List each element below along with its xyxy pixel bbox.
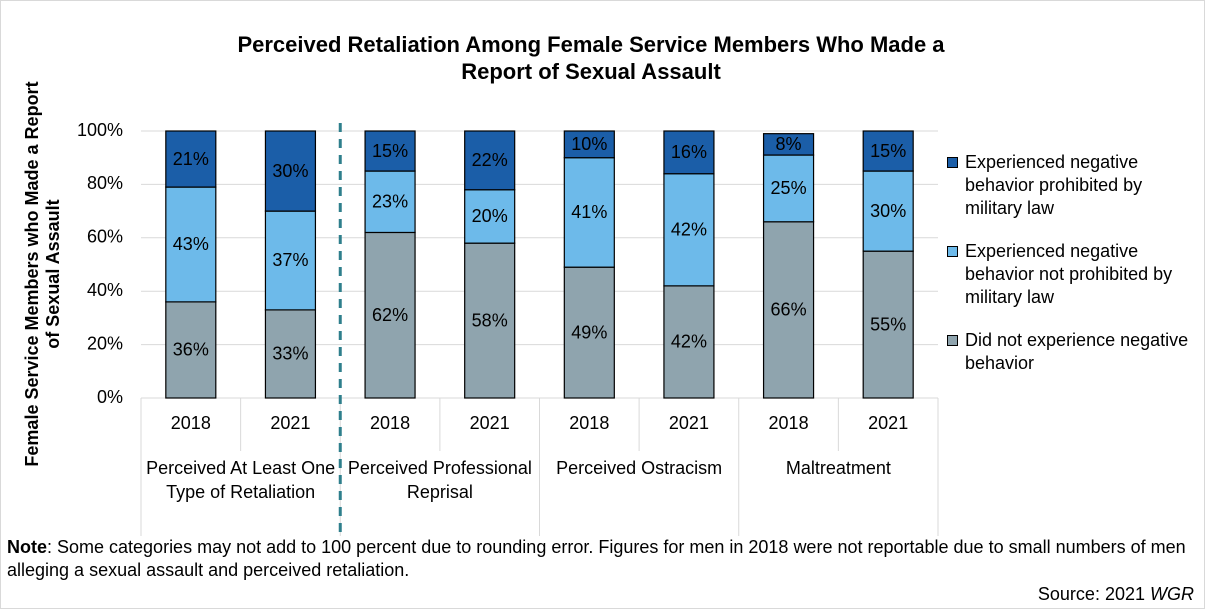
bar-segment [862,130,914,172]
y-tick-label: 0% [97,387,123,407]
value-label: 42% [671,332,707,352]
bar-segment [563,266,615,399]
legend-label: Experienced negative behavior prohibited… [965,152,1143,218]
y-tick-label: 100% [77,120,123,140]
group-label: Perceived Ostracism [556,458,723,478]
legend-swatch [947,246,958,257]
legend: Experienced negative behavior prohibited… [945,151,1200,395]
bar-segment [364,130,416,172]
bar-segment [364,231,416,399]
value-label: 15% [372,141,408,161]
bar-segment [862,250,914,399]
value-label: 42% [671,220,707,240]
value-label: 30% [870,201,906,221]
group-label: Perceived Professional Reprisal [347,458,532,502]
note-label: Note [7,537,47,557]
value-label: 8% [776,134,802,154]
x-tick-label: 2018 [769,413,809,433]
legend-swatch [947,335,958,346]
group-label: Maltreatment [785,458,891,478]
value-label: 25% [771,178,807,198]
y-tick-label: 40% [87,280,123,300]
x-tick-label: 2018 [171,413,211,433]
bar-segment [464,130,516,191]
value-label: 21% [173,149,209,169]
bar-segment [762,133,815,156]
y-axis-label: Female Service Members who Made a Report… [22,81,63,467]
bar-segment [762,154,815,223]
source-emphasis: WGR [1150,584,1194,604]
x-tick-label: 2018 [569,413,609,433]
value-label: 33% [272,344,308,364]
bar-segment [165,301,217,399]
bar-segment [663,173,715,287]
value-label: 36% [173,340,209,360]
bar-segment [264,130,317,212]
bar-segment [364,170,416,234]
x-tick-label: 2018 [370,413,410,433]
value-label: 66% [771,300,807,320]
note: Note: Some categories may not add to 100… [7,536,1197,582]
bar-segment [464,189,516,244]
y-tick-label: 80% [87,173,123,193]
x-tick-label: 2021 [669,413,709,433]
y-tick-label: 20% [87,333,123,353]
bar-segment [264,210,317,311]
value-label: 16% [671,142,707,162]
bar-segment [264,309,317,399]
note-text: : Some categories may not add to 100 per… [7,537,1186,580]
value-label: 58% [472,310,508,330]
value-label: 22% [472,150,508,170]
value-label: 49% [571,322,607,342]
value-label: 62% [372,305,408,325]
value-label: 20% [472,206,508,226]
legend-item: Did not experience negative behavior [945,329,1200,375]
value-label: 55% [870,314,906,334]
legend-label: Did not experience negative behavior [965,330,1189,373]
x-tick-label: 2021 [868,413,908,433]
source-text: Source: 2021 [1037,584,1145,604]
y-tick-label: 60% [87,227,123,247]
value-label: 30% [272,161,308,181]
chart-title: Perceived Retaliation Among Female Servi… [237,32,945,84]
legend-item: Experienced negative behavior not prohib… [945,240,1200,309]
bar-segment [563,130,615,159]
source: Source: 2021 WGR [1038,584,1194,605]
legend-item: Experienced negative behavior prohibited… [945,151,1200,220]
value-label: 41% [571,202,607,222]
value-label: 37% [272,250,308,270]
x-tick-label: 2021 [470,413,510,433]
bar-segment [762,221,815,399]
bar-segment [663,130,715,175]
bar-segment [663,285,715,399]
value-label: 43% [173,234,209,254]
bar-segment [464,242,516,399]
legend-label: Experienced negative behavior not prohib… [965,241,1173,307]
legend-swatch [947,157,958,168]
group-label: Perceived At Least One Type of Retaliati… [146,458,336,502]
bar-segment [165,130,217,188]
value-label: 15% [870,141,906,161]
value-label: 23% [372,192,408,212]
x-tick-label: 2021 [270,413,310,433]
value-label: 10% [571,134,607,154]
bar-segment [563,157,615,268]
